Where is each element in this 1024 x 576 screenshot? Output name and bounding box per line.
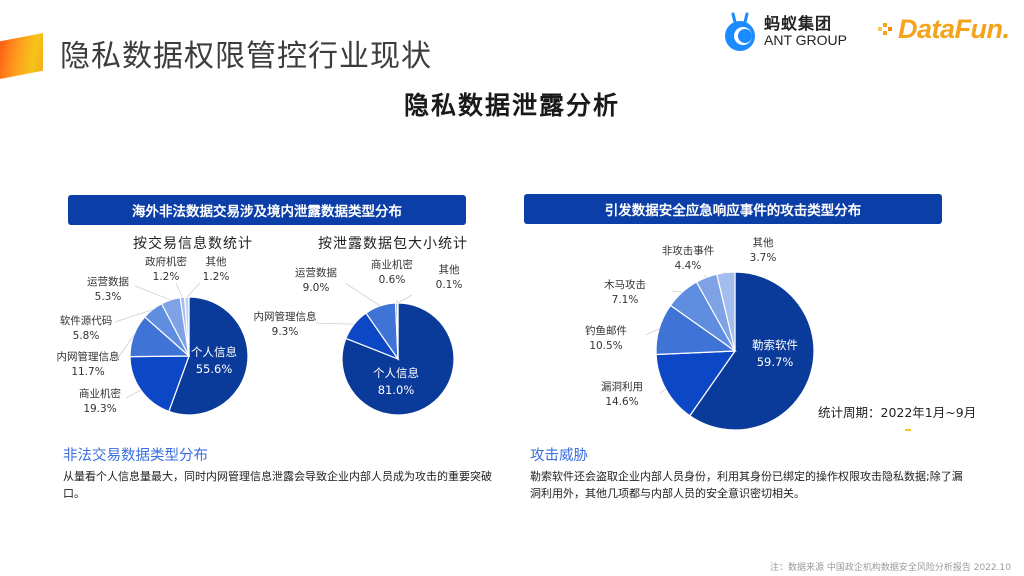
slice-value: 5.3%	[95, 291, 122, 303]
left-section-title-bar: 海外非法数据交易涉及境内泄露数据类型分布	[68, 195, 466, 225]
slice-label: 政府机密	[145, 255, 187, 268]
footnote-source: 注：数据来源 中国政企机构数据安全风险分析报告 2022.10	[770, 563, 1011, 573]
pie-slice	[688, 271, 815, 431]
slice-value: 14.6%	[605, 396, 638, 408]
right-note-body: 勒索软件还会盗取企业内部人员身份，利用其身份已绑定的操作权限攻击隐私数据;除了漏…	[530, 470, 963, 500]
slice-label: 漏洞利用	[601, 381, 643, 393]
slice-label: 钓鱼邮件	[585, 324, 627, 337]
slice-label: 商业机密	[79, 387, 121, 400]
slice-value: 5.8%	[73, 330, 100, 342]
slice-value: 1.2%	[203, 271, 230, 283]
datafun-pixel-icon	[878, 22, 892, 35]
slice-value: 11.7%	[71, 366, 104, 378]
ant-logo-en: ANT GROUP	[764, 32, 847, 49]
slice-value: 7.1%	[612, 294, 639, 306]
chart-1-title: 按交易信息数统计	[133, 236, 253, 252]
ant-logo-cn: 蚂蚁集团	[764, 14, 833, 34]
accent-bar	[0, 33, 43, 79]
slice-label: 非攻击事件	[662, 244, 715, 257]
pie-slice	[129, 355, 190, 413]
svg-text:勒索软件: 勒索软件	[752, 338, 798, 352]
left-note-title: 非法交易数据类型分布	[63, 448, 208, 464]
svg-text:个人信息: 个人信息	[191, 345, 237, 359]
pie-slice	[716, 271, 736, 352]
slice-value: 9.3%	[272, 326, 299, 338]
slice-value: 10.5%	[589, 340, 622, 352]
ant-group-logo: 蚂蚁集团 ANT GROUP	[724, 12, 847, 52]
svg-text:81.0%: 81.0%	[378, 383, 415, 397]
slice-value: 0.6%	[379, 274, 406, 286]
slice-label: 其他	[439, 263, 460, 276]
slice-label: 软件源代码	[60, 314, 113, 327]
ant-mascot-icon	[724, 12, 758, 52]
slice-value: 0.1%	[436, 279, 463, 291]
statistics-period: 统计周期：2022年1月~9月	[818, 405, 977, 420]
svg-text:59.7%: 59.7%	[757, 355, 794, 369]
slice-value: 19.3%	[83, 403, 116, 415]
slice-label: 运营数据	[295, 266, 337, 279]
slice-label: 运营数据	[87, 275, 129, 288]
slice-value: 3.7%	[750, 252, 777, 264]
slice-label: 商业机密	[371, 258, 413, 271]
decor-dot	[905, 429, 911, 431]
slice-value: 9.0%	[303, 282, 330, 294]
right-note-title: 攻击威胁	[530, 448, 588, 464]
right-section-title-bar: 引发数据安全应急响应事件的攻击类型分布	[524, 194, 942, 224]
slide-subtitle: 隐私数据泄露分析	[403, 91, 620, 120]
datafun-logo-text: DataFun.	[898, 14, 1010, 44]
slice-value: 1.2%	[153, 271, 180, 283]
slice-label: 木马攻击	[604, 278, 646, 291]
slice-value: 4.4%	[675, 260, 702, 272]
page-title: 隐私数据权限管控行业现状	[60, 39, 432, 74]
slice-label: 内网管理信息	[254, 310, 317, 323]
slice-label: 其他	[206, 255, 227, 268]
svg-text:个人信息: 个人信息	[373, 366, 419, 380]
slice-label: 内网管理信息	[57, 350, 120, 363]
datafun-logo: DataFun.	[878, 14, 1010, 45]
pie-slice	[168, 296, 249, 416]
chart-2-title: 按泄露数据包大小统计	[318, 236, 468, 252]
svg-text:55.6%: 55.6%	[196, 362, 233, 376]
left-note-body: 从量看个人信息量最大，同时内网管理信息泄露会导致企业内部人员成为攻击的重要突破口…	[63, 470, 492, 500]
slice-label: 其他	[753, 236, 774, 249]
